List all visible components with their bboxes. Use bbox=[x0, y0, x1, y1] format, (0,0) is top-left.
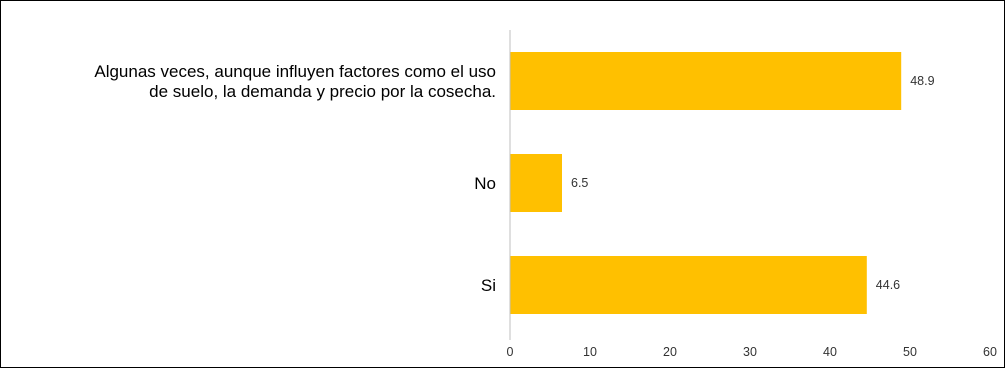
category-label-2: Si bbox=[481, 276, 496, 295]
x-tick-label-6: 60 bbox=[983, 345, 997, 359]
category-labels: Algunas veces, aunque influyen factores … bbox=[94, 62, 496, 295]
data-label-1: 6.5 bbox=[571, 176, 588, 190]
category-label-0: Algunas veces, aunque influyen factores … bbox=[94, 62, 496, 101]
data-label-0: 48.9 bbox=[910, 74, 934, 88]
category-label-line: No bbox=[474, 174, 496, 193]
x-tick-label-3: 30 bbox=[743, 345, 757, 359]
category-label-line: Algunas veces, aunque influyen factores … bbox=[94, 62, 496, 81]
bar-1 bbox=[510, 154, 562, 212]
category-label-line: de suelo, la demanda y precio por la cos… bbox=[149, 82, 496, 101]
x-tick-label-0: 0 bbox=[507, 345, 514, 359]
x-tick-label-1: 10 bbox=[583, 345, 597, 359]
category-label-1: No bbox=[474, 174, 496, 193]
bars-group bbox=[510, 52, 902, 314]
category-label-line: Si bbox=[481, 276, 496, 295]
x-tick-label-5: 50 bbox=[903, 345, 917, 359]
x-tick-label-2: 20 bbox=[663, 345, 677, 359]
data-labels: 48.9 6.5 44.6 bbox=[571, 74, 935, 292]
x-tick-label-4: 40 bbox=[823, 345, 837, 359]
bar-0 bbox=[510, 52, 902, 110]
data-label-2: 44.6 bbox=[876, 278, 900, 292]
axis-group: 0 10 20 30 40 50 60 bbox=[507, 30, 997, 359]
bar-2 bbox=[510, 256, 867, 314]
